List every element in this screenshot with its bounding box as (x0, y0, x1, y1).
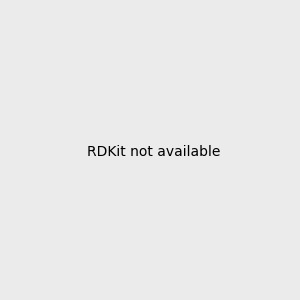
Text: RDKit not available: RDKit not available (87, 145, 220, 158)
